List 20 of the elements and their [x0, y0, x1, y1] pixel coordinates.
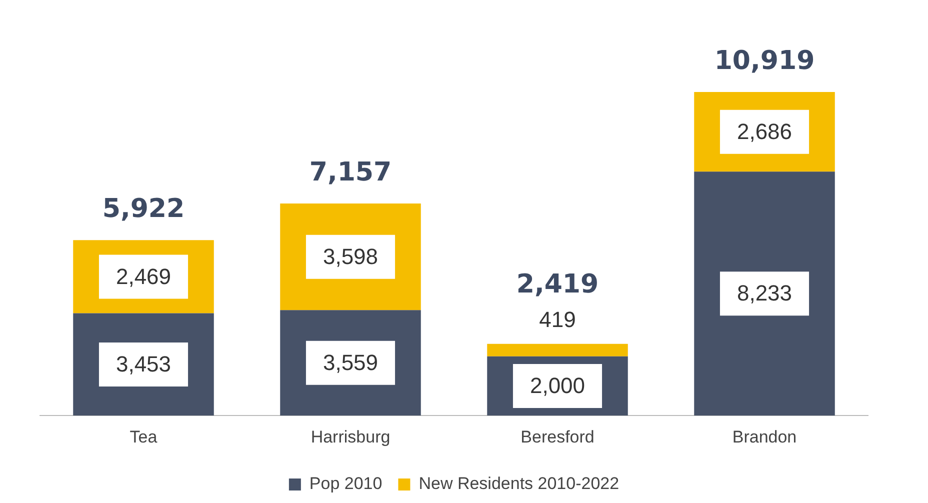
- x-tick-label: Tea: [130, 427, 158, 446]
- total-label: 2,419: [516, 270, 599, 300]
- data-label: 8,233: [736, 280, 792, 306]
- x-tick-label: Brandon: [732, 427, 797, 446]
- legend-label: New Residents 2010-2022: [418, 474, 620, 494]
- legend-label: Pop 2010: [309, 474, 382, 494]
- x-tick-label: Beresford: [520, 427, 594, 446]
- bar: [487, 344, 628, 356]
- x-tick-label: Harrisburg: [310, 427, 390, 446]
- data-label: 3,559: [322, 350, 378, 375]
- total-label: 7,157: [309, 157, 392, 188]
- total-label: 10,919: [714, 46, 815, 76]
- bar: [694, 172, 835, 416]
- total-label: 5,922: [102, 194, 185, 224]
- data-label: 3,598: [322, 244, 378, 269]
- data-label: 2,469: [116, 264, 172, 289]
- data-label: 419: [539, 306, 576, 332]
- data-label: 2,000: [530, 373, 586, 398]
- data-label: 2,686: [736, 118, 792, 144]
- data-label: 3,453: [116, 352, 172, 376]
